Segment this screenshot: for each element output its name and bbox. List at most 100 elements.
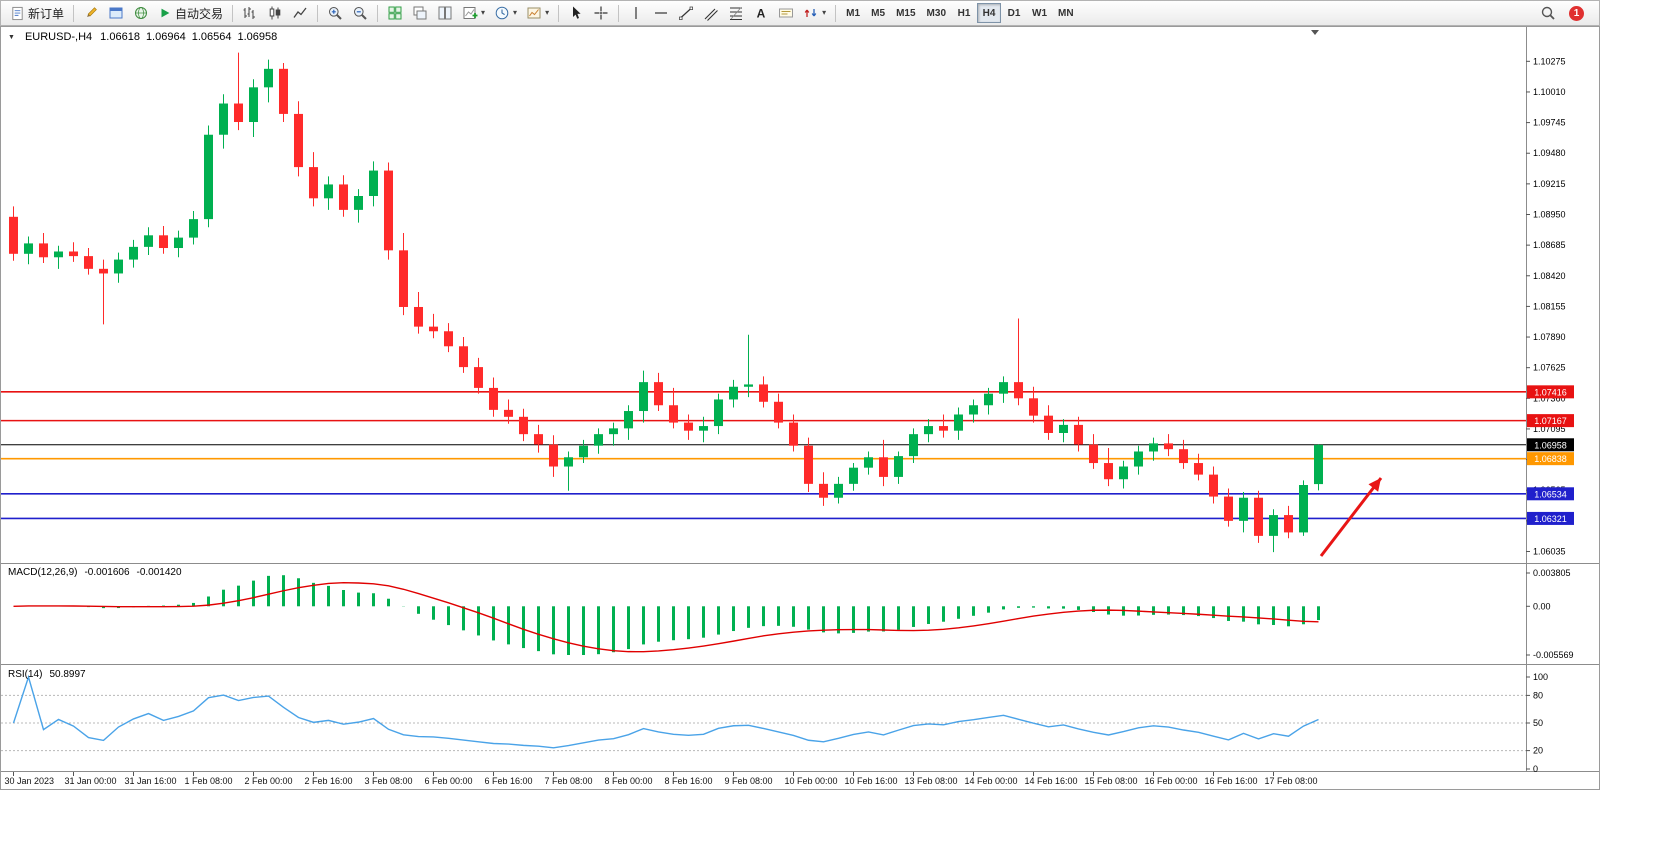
candle-body — [444, 331, 453, 347]
ohlc-collapse-arrow[interactable]: ▼ — [8, 33, 15, 41]
time-axis-label: 8 Feb 16:00 — [665, 776, 713, 786]
candle-body — [354, 196, 363, 210]
zoom-in-icon — [329, 7, 342, 20]
community-button[interactable] — [129, 2, 153, 24]
timeframe-button-m15[interactable]: M15 — [891, 3, 920, 23]
timeframe-button-h1[interactable]: H1 — [952, 3, 976, 23]
autotrading-label: 自动交易 — [175, 6, 224, 21]
new-chart-icon — [463, 7, 478, 19]
time-axis-label: 7 Feb 08:00 — [545, 776, 593, 786]
candle-body — [324, 184, 333, 199]
candle-body — [1269, 515, 1278, 536]
candle-body — [84, 256, 93, 269]
new-order-icon — [12, 6, 23, 20]
time-axis-label: 6 Feb 00:00 — [425, 776, 473, 786]
macd-signal-value: -0.001420 — [136, 567, 182, 578]
time-axis-label: 14 Feb 16:00 — [1025, 776, 1078, 786]
candle-body — [294, 113, 303, 168]
candle-body — [1134, 451, 1143, 467]
rsi-scale-label: 80 — [1533, 690, 1543, 700]
candle-body — [969, 405, 978, 415]
text-label-button[interactable] — [774, 2, 798, 24]
text-button[interactable]: A — [749, 2, 773, 24]
templates-button[interactable]: ▾ — [522, 2, 553, 24]
tile-vertical-button[interactable] — [433, 2, 457, 24]
timeframe-button-d1[interactable]: D1 — [1002, 3, 1026, 23]
candlestick-chart-button[interactable] — [263, 2, 287, 24]
text-a-icon: A — [757, 7, 766, 21]
candle-body — [249, 87, 258, 123]
candle-body — [204, 134, 213, 220]
candle-body — [144, 235, 153, 247]
tile-windows-button[interactable] — [383, 2, 407, 24]
horizontal-line-button[interactable] — [649, 2, 673, 24]
timeframe-button-m30[interactable]: M30 — [922, 3, 951, 23]
time-axis-label: 14 Feb 00:00 — [965, 776, 1018, 786]
dropdown-caret: ▾ — [513, 8, 518, 17]
candle-body — [489, 387, 498, 410]
macd-indicator-label: MACD(12,26,9) -0.001606 -0.001420 — [8, 567, 182, 578]
candle-body — [1044, 415, 1053, 433]
equidistant-channel-button[interactable] — [699, 2, 723, 24]
time-axis-label: 17 Feb 08:00 — [1265, 776, 1318, 786]
timeframe-button-m5[interactable]: M5 — [866, 3, 890, 23]
time-axis-label: 31 Jan 00:00 — [65, 776, 117, 786]
candle-body — [1164, 443, 1173, 450]
line-chart-icon — [293, 7, 307, 18]
arrows-button[interactable]: ▾ — [799, 2, 830, 24]
chart-canvas[interactable]: 1.060351.063001.065651.068301.070951.073… — [1, 27, 1599, 789]
candle-body — [894, 456, 903, 477]
candle-body — [549, 444, 558, 467]
cascade-windows-icon — [413, 6, 427, 20]
zoom-out-button[interactable] — [348, 2, 372, 24]
time-axis-label: 10 Feb 16:00 — [845, 776, 898, 786]
annotation-arrow-head[interactable] — [1368, 478, 1381, 492]
cursor-button[interactable] — [564, 2, 588, 24]
candle-body — [1209, 474, 1218, 497]
annotation-arrow-line[interactable] — [1319, 477, 1383, 557]
candle-body — [99, 268, 108, 274]
rsi-title: RSI(14) — [8, 669, 43, 680]
metaeditor-button[interactable] — [79, 2, 103, 24]
zoom-in-button[interactable] — [323, 2, 347, 24]
rsi-scale-label: 0 — [1533, 764, 1538, 774]
vertical-line-button[interactable] — [624, 2, 648, 24]
cascade-windows-button[interactable] — [408, 2, 432, 24]
crosshair-button[interactable] — [589, 2, 613, 24]
candle-body — [1089, 444, 1098, 464]
candle-body — [864, 457, 873, 468]
candle-body — [1029, 398, 1038, 416]
candle-body — [519, 416, 528, 435]
chart-header: ▼ EURUSD-,H4 1.06618 1.06964 1.06564 1.0… — [8, 31, 277, 43]
dropdown-caret: ▾ — [481, 8, 486, 17]
timeframe-button-h4[interactable]: H4 — [977, 3, 1001, 23]
terminal-button[interactable] — [104, 2, 128, 24]
periods-button[interactable]: ▾ — [490, 2, 521, 24]
timeframe-button-w1[interactable]: W1 — [1027, 3, 1052, 23]
new-chart-button[interactable]: ▾ — [458, 2, 489, 24]
time-axis-label: 30 Jan 2023 — [5, 776, 55, 786]
candle-body — [804, 445, 813, 484]
timeframe-button-mn[interactable]: MN — [1053, 3, 1079, 23]
rsi-scale-label: 100 — [1533, 672, 1548, 682]
candle-body — [309, 167, 318, 199]
candle-body — [1239, 497, 1248, 521]
trendline-button[interactable] — [674, 2, 698, 24]
candle-body — [624, 411, 633, 429]
search-button[interactable] — [1536, 2, 1560, 24]
candle-body — [564, 457, 573, 467]
scroll-position-marker[interactable] — [1311, 30, 1319, 35]
notification-badge[interactable]: 1 — [1569, 5, 1584, 21]
price-axis-label: 1.08950 — [1533, 209, 1566, 219]
bar-chart-button[interactable] — [238, 2, 262, 24]
fibonacci-button[interactable] — [724, 2, 748, 24]
autotrading-button[interactable]: 自动交易 — [154, 2, 227, 24]
line-chart-button[interactable] — [288, 2, 312, 24]
price-axis-label: 1.10010 — [1533, 87, 1566, 97]
timeframe-button-m1[interactable]: M1 — [841, 3, 865, 23]
high-value: 1.06964 — [145, 31, 186, 43]
template-icon — [527, 7, 541, 19]
new-order-button[interactable]: 新订单 — [6, 2, 68, 24]
clock-icon — [495, 6, 509, 20]
candle-body — [639, 382, 648, 412]
